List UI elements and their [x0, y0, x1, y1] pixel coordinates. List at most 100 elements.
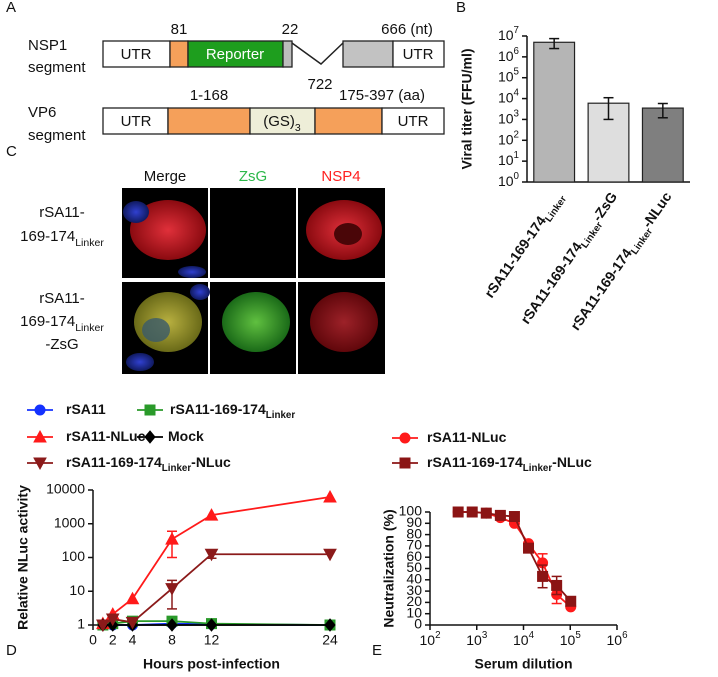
x-tick-label-part: 10 [466, 632, 482, 648]
nucleus [142, 318, 170, 342]
series-line [102, 496, 331, 625]
column-header: Merge [144, 168, 187, 185]
x-tick-label: 8 [168, 632, 176, 648]
legend-label: rSA11-NLuc [427, 429, 507, 445]
y-axis-label: Viral titer (FFU/ml) [459, 48, 475, 169]
legend-label-sub: Linker [162, 463, 192, 474]
legend-marker [144, 404, 156, 416]
panel-label: C [6, 143, 17, 160]
nucleus [190, 284, 210, 300]
box-label: UTR [121, 113, 152, 130]
y-tick-label: 106 [498, 46, 520, 64]
y-tick-label: 10 [69, 582, 85, 598]
cell [134, 292, 202, 352]
marker [323, 489, 337, 503]
y-tick-label-part: 10 [498, 131, 514, 147]
y-tick-label-part: 10 [498, 173, 514, 189]
x-tick-label: 102 [419, 630, 440, 648]
y-tick-label: 103 [498, 109, 520, 127]
y-tick-label: 40 [406, 571, 422, 587]
y-tick-label: 100 [62, 548, 86, 564]
y-tick-label-sup: 3 [514, 109, 520, 120]
legend-marker [144, 430, 156, 444]
x-tick-label-sup: 3 [482, 630, 488, 641]
marker [125, 616, 140, 630]
row-label: 169-174Linker [20, 228, 104, 249]
marker [204, 508, 219, 521]
y-tick-label: 30 [406, 582, 422, 598]
legend-marker [399, 457, 411, 469]
y-tick-label-sup: 5 [514, 67, 520, 78]
panel-label: E [372, 642, 382, 659]
marker [125, 591, 140, 605]
x-tick-label-part: 10 [606, 632, 622, 648]
nucleus-shadow [334, 223, 362, 245]
legend-label-part: -NLuc [552, 454, 592, 470]
box-label: UTR [121, 46, 152, 63]
marker [480, 507, 492, 519]
legend-label: Mock [168, 428, 204, 444]
x-tick-label-sup: 2 [435, 630, 440, 641]
y-tick-label: 101 [498, 150, 519, 168]
x-tick-label-part: -NLuc [638, 189, 674, 231]
x-tick-label: 103 [466, 630, 488, 648]
y-tick-label: 10 [406, 604, 422, 620]
marker [551, 579, 563, 591]
orf-box [282, 40, 293, 68]
y-tick-label-part: 10 [498, 48, 514, 64]
y-tick-label: 0 [414, 616, 422, 632]
y-tick-label-part: 10 [498, 110, 514, 126]
row-label-part: 169-174 [20, 228, 75, 245]
box-label: Reporter [206, 46, 264, 63]
cell [130, 200, 206, 260]
y-tick-label: 1000 [54, 514, 85, 530]
y-tick-label: 107 [498, 25, 519, 43]
legend-label: rSA11-169-174Linker [170, 401, 295, 421]
box-label: UTR [403, 46, 434, 63]
marker [204, 548, 219, 562]
x-tick-label: 106 [606, 630, 628, 648]
x-axis-label: Serum dilution [475, 656, 573, 672]
row-label-part: 169-174 [20, 313, 75, 330]
marker [323, 548, 337, 562]
row-label-sub: Linker [75, 322, 104, 334]
position-label: 81 [171, 21, 188, 38]
legend-label-part: rSA11-NLuc [427, 429, 507, 445]
y-tick-label: 105 [498, 67, 520, 85]
marker [105, 613, 120, 627]
legend-label-part: rSA11-169-174 [66, 454, 162, 470]
x-axis-label: Hours post-infection [143, 656, 280, 672]
x-tick-label: 105 [560, 630, 582, 648]
marker [523, 542, 535, 554]
row-label-part: rSA11- [39, 204, 85, 221]
y-tick-label: 100 [498, 171, 520, 189]
panel-label: A [6, 0, 16, 16]
reporter-box [187, 40, 284, 68]
y-tick-label-part: 10 [498, 152, 514, 168]
box-label-sub: 3 [295, 122, 301, 134]
box-label: UTR [398, 113, 429, 130]
utr-box [392, 40, 445, 68]
x-tick-label: 12 [204, 632, 220, 648]
legend-label-sub: Linker [266, 410, 296, 421]
x-tick-label-part: 10 [419, 632, 435, 648]
marker [96, 619, 110, 633]
marker [166, 618, 178, 632]
marker [537, 570, 549, 582]
x-tick-label-sub: Linker [579, 220, 605, 251]
row-label-part: rSA11- [39, 290, 85, 307]
y-tick-label: 90 [406, 514, 422, 530]
y-tick-label: 10000 [46, 481, 85, 497]
y-tick-label-sup: 6 [514, 46, 520, 57]
y-tick-label: 100 [399, 503, 423, 519]
nucleus [178, 266, 206, 278]
marker [165, 583, 179, 596]
box-label-part: (GS) [263, 113, 295, 130]
marker [565, 595, 577, 607]
microscopy-panel: Merge ZsG NSP4 rSA11- 169-174Linker rSA1… [20, 168, 385, 374]
y-axis-label: Relative NLuc activity [15, 485, 31, 630]
position-label: 666 (nt) [381, 21, 433, 38]
row-label-sub: Linker [75, 237, 104, 249]
column-header: NSP4 [321, 168, 360, 185]
row-label: rSA11- [39, 290, 85, 307]
